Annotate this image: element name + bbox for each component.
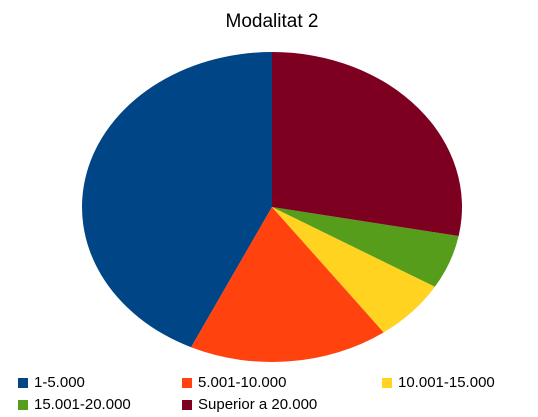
chart-title: Modalitat 2 [226, 11, 319, 32]
legend-label: 5.001-10.000 [198, 374, 286, 391]
pie-slice [272, 207, 435, 333]
legend-swatch [182, 400, 192, 410]
legend-label: 15.001-20.000 [34, 396, 131, 413]
legend-swatch [182, 378, 192, 388]
legend-label: Superior a 20.000 [198, 396, 317, 413]
legend-swatch [382, 378, 392, 388]
pie-slice [272, 207, 459, 287]
pie-slice [272, 52, 462, 237]
legend-swatch [18, 378, 28, 388]
pie-slice [81, 52, 272, 348]
legend-label: 10.001-15.000 [398, 374, 495, 391]
pie-slice [191, 207, 384, 363]
legend-label: 1-5.000 [34, 374, 85, 391]
legend-swatch [18, 400, 28, 410]
